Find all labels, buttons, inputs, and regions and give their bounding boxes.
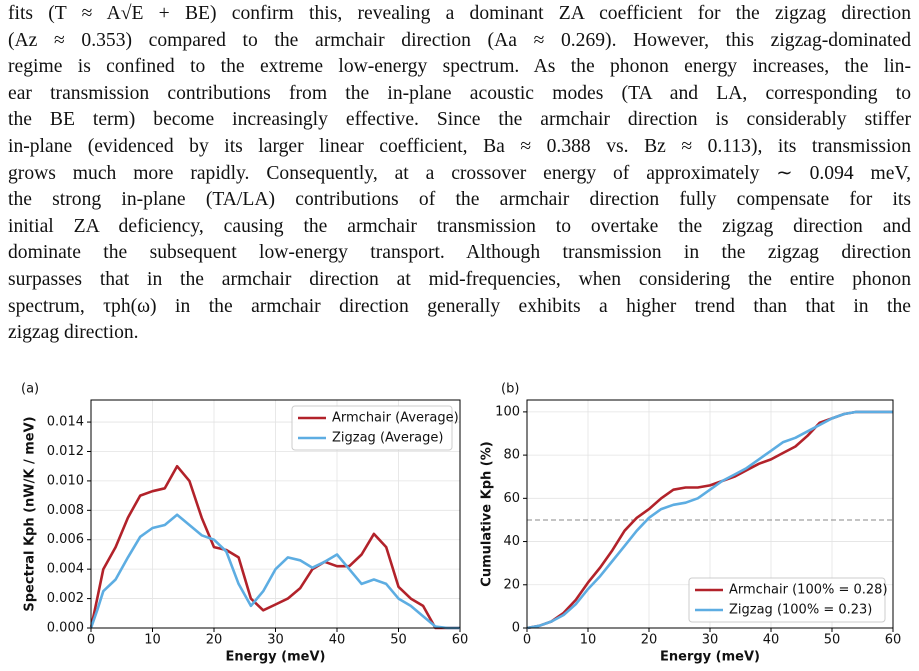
x-tick-label: 20 <box>206 633 223 648</box>
text-line: fits (T ≈ A√E + BE) confirm this, reveal… <box>8 3 911 24</box>
text-line: the BE term) become increasingly effecti… <box>8 109 911 131</box>
legend-label: Armchair (Average) <box>332 411 459 426</box>
x-tick-label: 50 <box>390 633 407 648</box>
text-line: zigzag direction. <box>8 322 139 344</box>
y-tick-label: 100 <box>495 404 520 419</box>
x-tick-label: 50 <box>824 633 841 648</box>
legend-label: Zigzag (100% = 0.23) <box>729 603 872 618</box>
y-tick-label: 20 <box>503 577 520 592</box>
x-tick-label: 20 <box>641 633 658 648</box>
y-tick-label: 0.006 <box>47 532 84 547</box>
x-tick-label: 30 <box>267 633 284 648</box>
y-tick-label: 0.002 <box>47 591 84 606</box>
x-tick-label: 40 <box>763 633 780 648</box>
text-line: dominate the subsequent low-energy trans… <box>8 242 911 264</box>
legend-label: Zigzag (Average) <box>332 431 443 446</box>
x-axis-label: Energy (meV) <box>660 650 760 665</box>
y-tick-label: 0.008 <box>47 503 84 518</box>
x-tick-label: 10 <box>580 633 597 648</box>
text-line: regime is confined to the extreme low-en… <box>8 56 911 78</box>
text-line: ear transmission contributions from the … <box>8 82 911 104</box>
text-line: (Az ≈ 0.353) compared to the armchair di… <box>8 29 911 51</box>
text-line: the strong in-plane (TA/LA) contribution… <box>8 189 911 211</box>
text-line: spectrum, τph(ω) in the armchair directi… <box>8 295 911 317</box>
text-line: in-plane (evidenced by its larger linear… <box>8 135 911 157</box>
text-line: surpasses that in the armchair direction… <box>8 268 911 290</box>
text-line: initial ZA deficiency, causing the armch… <box>8 215 911 237</box>
text-line: grows much more rapidly. Consequently, a… <box>8 162 911 184</box>
plot-frame <box>90 399 461 629</box>
legend-box <box>688 577 886 623</box>
y-tick-label: 0.010 <box>47 473 84 488</box>
x-tick-label: 30 <box>702 633 719 648</box>
plot-frame <box>526 399 894 629</box>
series-line <box>526 410 893 630</box>
x-tick-label: 60 <box>885 633 902 648</box>
y-tick-label: 60 <box>503 491 520 506</box>
y-axis-label: Spectral Kph (nW/K / meV) <box>23 416 38 611</box>
x-axis-label: Energy (meV) <box>226 650 326 665</box>
legend-label: Armchair (100% = 0.28) <box>729 583 888 598</box>
panel-label: (b) <box>501 382 519 397</box>
y-tick-label: 0.000 <box>47 621 84 636</box>
y-axis-label: Cumulative Kph (%) <box>480 441 495 586</box>
panel-label: (a) <box>21 382 39 397</box>
x-tick-label: 60 <box>452 633 469 648</box>
y-tick-label: 0 <box>512 621 520 636</box>
legend-box <box>291 405 453 451</box>
x-tick-label: 0 <box>523 633 531 648</box>
x-tick-label: 0 <box>87 633 95 648</box>
y-tick-label: 80 <box>503 448 520 463</box>
x-tick-label: 40 <box>329 633 346 648</box>
series-line <box>89 464 460 630</box>
y-tick-label: 0.014 <box>47 415 84 430</box>
series-line <box>89 513 460 630</box>
y-tick-label: 0.004 <box>47 562 84 577</box>
paragraph: fits (T ≈ A√E + BE) confirm this, reveal… <box>8 1 911 347</box>
x-tick-label: 10 <box>144 633 161 648</box>
y-tick-label: 40 <box>503 534 520 549</box>
y-tick-label: 0.012 <box>47 444 84 459</box>
